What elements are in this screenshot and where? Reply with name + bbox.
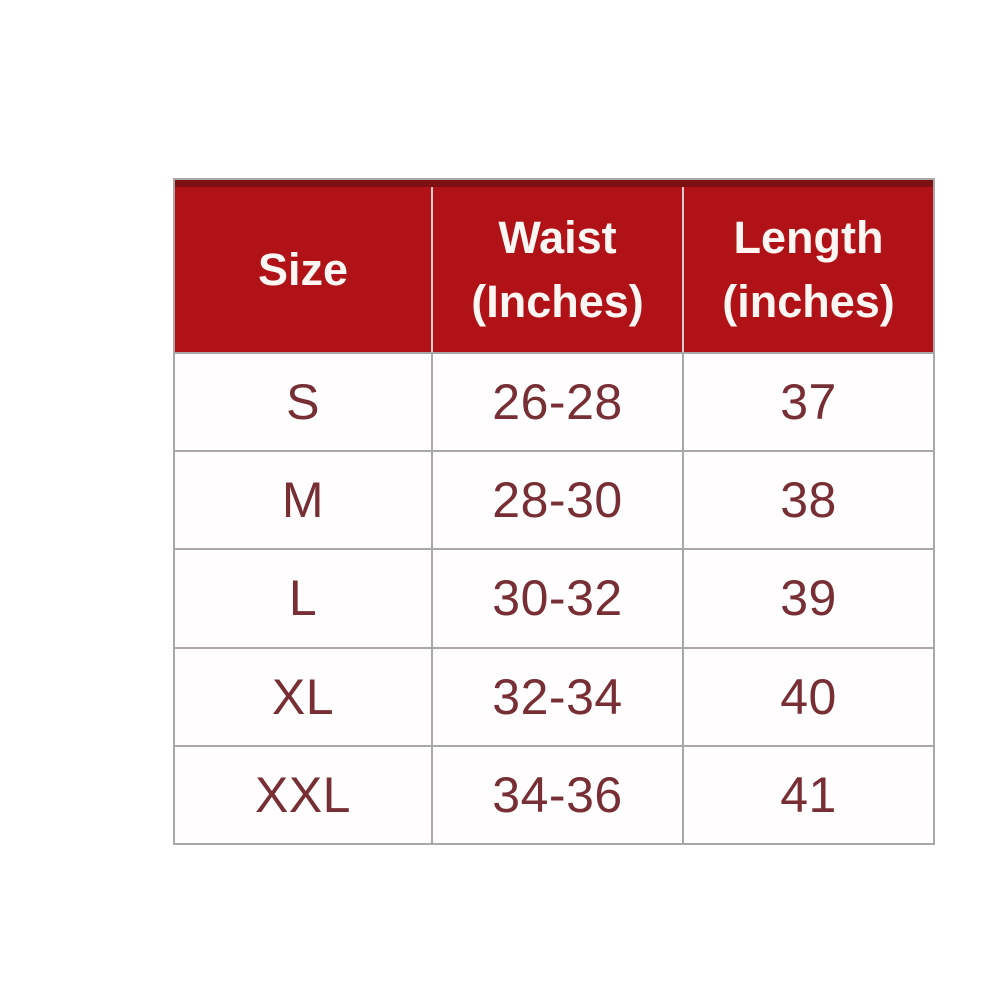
header-label-waist-line2: (Inches) <box>471 275 644 327</box>
header-cell-size: Size <box>175 187 431 352</box>
size-cell: M <box>281 472 325 529</box>
waist-cell: 34-36 <box>431 746 682 843</box>
size-cell: L <box>288 570 318 627</box>
header-label-waist-line1: Waist <box>498 211 617 263</box>
size-cell: S <box>286 374 320 431</box>
header-label-length-line2: (inches) <box>722 275 895 327</box>
size-cell: XL <box>271 668 335 725</box>
header-cell-length: Length (inches) <box>682 187 933 352</box>
length-cell: 41 <box>682 746 933 843</box>
table-header-row: Size Waist (Inches) Length (inches) <box>175 180 933 352</box>
length-cell: 37 <box>682 354 933 451</box>
header-label-size: Size <box>257 243 349 295</box>
table-row-xxl: XXL 34-36 41 <box>175 744 933 843</box>
size-chart-table: Size Waist (Inches) Length (inches) S 26… <box>173 178 935 845</box>
table-row-l: L 30-32 39 <box>175 548 933 647</box>
table-row-m: M 28-30 38 <box>175 450 933 549</box>
length-cell: 39 <box>682 550 933 647</box>
waist-cell: 26-28 <box>431 354 682 451</box>
waist-cell: 28-30 <box>431 452 682 549</box>
header-cell-waist: Waist (Inches) <box>431 187 682 352</box>
waist-cell: 30-32 <box>431 550 682 647</box>
header-label-length-line1: Length <box>733 211 884 263</box>
waist-cell: 32-34 <box>431 648 682 745</box>
length-cell: 40 <box>682 648 933 745</box>
table-row-s: S 26-28 37 <box>175 352 933 451</box>
table-row-xl: XL 32-34 40 <box>175 646 933 745</box>
size-cell: XXL <box>254 766 351 823</box>
length-cell: 38 <box>682 452 933 549</box>
